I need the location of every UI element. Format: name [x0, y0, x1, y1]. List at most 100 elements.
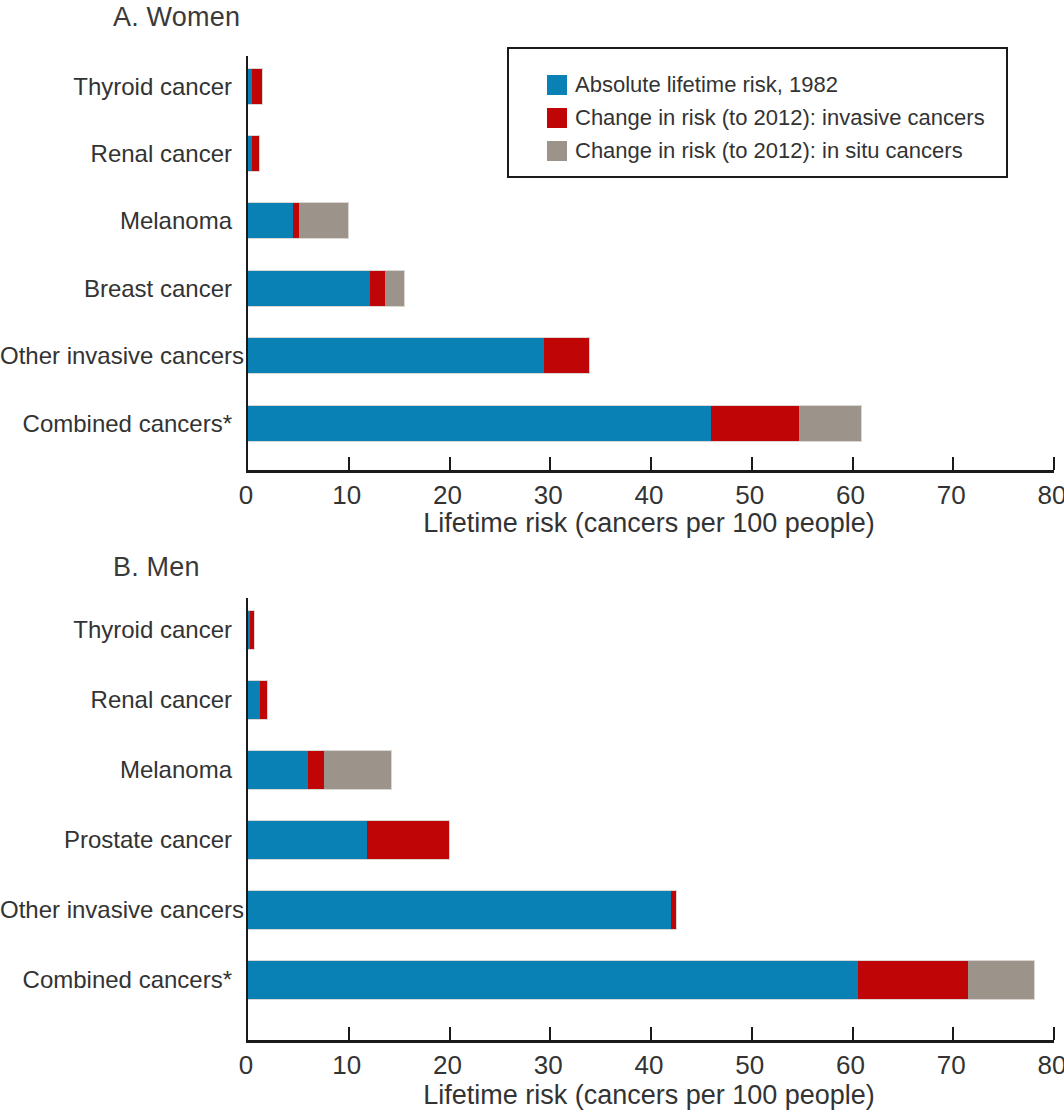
- category-label: Other invasive cancers: [0, 890, 232, 930]
- x-axis-tick-label: 40: [635, 480, 664, 511]
- x-axis-tick-label: 50: [735, 480, 764, 511]
- bar-row: [248, 405, 862, 442]
- bar-segment: [385, 271, 404, 306]
- category-label: Combined cancers*: [0, 405, 232, 442]
- bar-segment: [308, 751, 323, 789]
- bar-segment: [671, 891, 676, 929]
- category-label: Thyroid cancer: [0, 68, 232, 105]
- bar-segment: [324, 751, 392, 789]
- bar-row: [248, 820, 450, 860]
- x-axis-tick: [650, 1027, 652, 1040]
- x-axis-tick: [852, 457, 854, 470]
- bar-segment: [248, 751, 308, 789]
- category-label: Renal cancer: [0, 680, 232, 720]
- legend-swatch-gray-icon: [547, 141, 567, 161]
- legend-item-absolute-1982: Absolute lifetime risk, 1982: [547, 71, 1006, 99]
- panel-b-xaxis-label: Lifetime risk (cancers per 100 people): [246, 1080, 1052, 1111]
- category-label: Combined cancers*: [0, 960, 232, 1000]
- x-axis-tick: [952, 457, 954, 470]
- bar-segment: [252, 69, 262, 104]
- x-axis-tick: [952, 1027, 954, 1040]
- bar-segment: [248, 271, 370, 306]
- bar-segment: [544, 338, 588, 373]
- category-label: Other invasive cancers: [0, 337, 232, 374]
- bar-row: [248, 135, 260, 172]
- legend-items: Absolute lifetime risk, 1982 Change in r…: [509, 49, 1006, 165]
- bar-row: [248, 337, 590, 374]
- x-axis-tick-label: 40: [635, 1050, 664, 1081]
- bar-segment: [248, 891, 671, 929]
- bar-segment: [250, 611, 254, 649]
- x-axis-tick: [1053, 1027, 1055, 1040]
- bar-row: [248, 270, 405, 307]
- x-axis-tick: [751, 457, 753, 470]
- category-label: Prostate cancer: [0, 820, 232, 860]
- x-axis-tick-label: 20: [433, 1050, 462, 1081]
- cancer-risk-figure: A. Women Thyroid cancer Renal cancer Melan…: [0, 0, 1064, 1116]
- legend-label: Absolute lifetime risk, 1982: [575, 72, 838, 98]
- x-axis-tick-label: 10: [332, 1050, 361, 1081]
- bar-segment: [248, 338, 544, 373]
- panel-a-title: A. Women: [113, 2, 240, 33]
- category-label: Renal cancer: [0, 135, 232, 172]
- x-axis-tick: [1053, 457, 1055, 470]
- bar-segment: [248, 406, 711, 441]
- category-label: Melanoma: [0, 750, 232, 790]
- x-axis-tick-label: 60: [836, 1050, 865, 1081]
- panel-a-xaxis-label: Lifetime risk (cancers per 100 people): [246, 508, 1052, 539]
- x-axis-tick: [751, 1027, 753, 1040]
- bar-row: [248, 960, 1035, 1000]
- bar-segment: [252, 136, 259, 171]
- bar-segment: [260, 681, 267, 719]
- x-axis-tick-label: 20: [433, 480, 462, 511]
- legend-box: Absolute lifetime risk, 1982 Change in r…: [507, 47, 1008, 178]
- panel-b-title: B. Men: [113, 552, 200, 583]
- bar-segment: [299, 203, 347, 238]
- x-axis-tick-label: 50: [735, 1050, 764, 1081]
- x-axis-tick-label: 70: [937, 480, 966, 511]
- bar-row: [248, 750, 392, 790]
- x-axis-tick: [449, 1027, 451, 1040]
- bar-segment: [367, 821, 450, 859]
- x-axis-tick-label: 30: [534, 1050, 563, 1081]
- bar-segment: [799, 406, 860, 441]
- bar-row: [248, 890, 677, 930]
- bar-row: [248, 202, 349, 239]
- x-axis-tick: [348, 1027, 350, 1040]
- bar-segment: [711, 406, 799, 441]
- bar-segment: [248, 821, 367, 859]
- x-axis-tick: [549, 457, 551, 470]
- category-label: Thyroid cancer: [0, 610, 232, 650]
- x-axis-tick-label: 70: [937, 1050, 966, 1081]
- legend-swatch-blue-icon: [547, 75, 567, 95]
- x-axis-tick: [549, 1027, 551, 1040]
- category-label: Breast cancer: [0, 270, 232, 307]
- category-label: Melanoma: [0, 202, 232, 239]
- x-axis-tick-label: 60: [836, 480, 865, 511]
- x-axis-tick-label: 30: [534, 480, 563, 511]
- x-axis-tick-label: 0: [239, 480, 253, 511]
- x-axis-tick: [650, 457, 652, 470]
- bar-segment: [248, 961, 858, 999]
- x-axis-tick: [348, 457, 350, 470]
- x-axis-tick-label: 80: [1038, 480, 1064, 511]
- bar-segment: [968, 961, 1033, 999]
- x-axis-tick-label: 10: [332, 480, 361, 511]
- x-axis-tick-label: 80: [1038, 1050, 1064, 1081]
- bar-segment: [248, 681, 260, 719]
- legend-item-invasive-change: Change in risk (to 2012): invasive cance…: [547, 104, 1006, 132]
- legend-item-insitu-change: Change in risk (to 2012): in situ cancer…: [547, 137, 1006, 165]
- bar-row: [248, 68, 263, 105]
- x-axis-tick: [852, 1027, 854, 1040]
- x-axis-tick: [449, 457, 451, 470]
- bar-row: [248, 680, 268, 720]
- panel-b-plot: [246, 598, 1054, 1043]
- legend-label: Change in risk (to 2012): in situ cancer…: [575, 138, 963, 164]
- x-axis-tick-label: 0: [239, 1050, 253, 1081]
- legend-swatch-red-icon: [547, 108, 567, 128]
- bar-segment: [248, 203, 293, 238]
- bar-row: [248, 610, 255, 650]
- bar-segment: [858, 961, 969, 999]
- bar-segment: [370, 271, 385, 306]
- legend-label: Change in risk (to 2012): invasive cance…: [575, 105, 985, 131]
